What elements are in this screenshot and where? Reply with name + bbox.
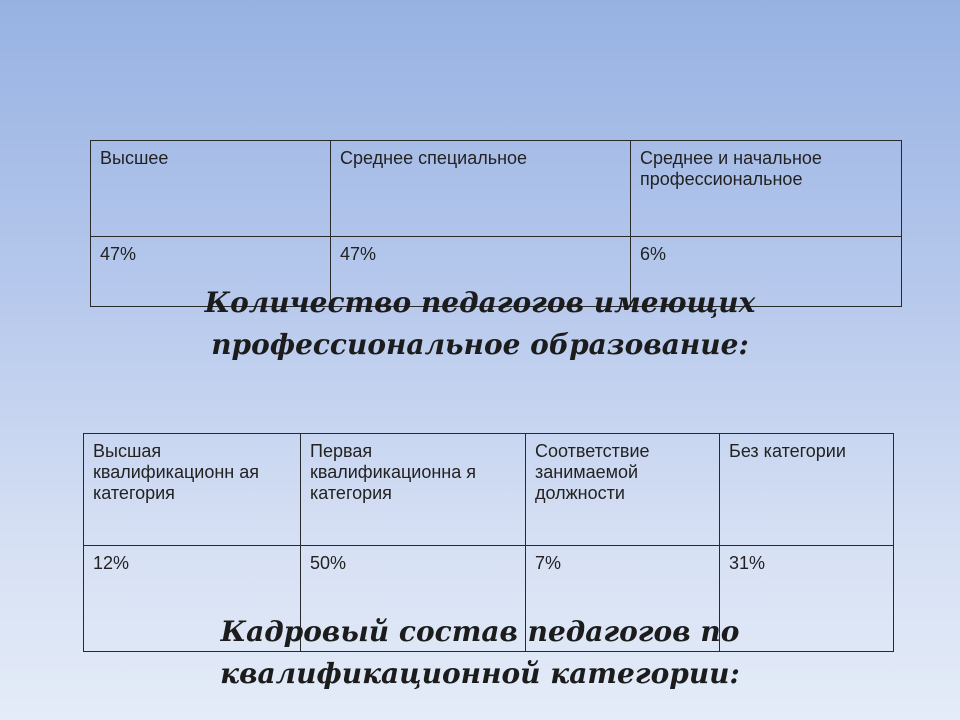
qualification-caption: Кадровый состав педагогов по квалификаци… (0, 611, 960, 695)
caption-line: квалификационной категории: (220, 657, 740, 690)
table-cell: 6% (630, 236, 902, 307)
table-cell: 12% (83, 545, 301, 652)
table-cell: 31% (719, 545, 894, 652)
table-header-cell: Среднее специальное (330, 140, 631, 237)
table-cell: 47% (90, 236, 331, 307)
education-caption: Количество педагогов имеющих профессиона… (0, 282, 960, 366)
table-cell: 50% (300, 545, 526, 652)
table-header-cell: Среднее и начальное профессиональное (630, 140, 902, 237)
table-header-cell: Соответствие занимаемой должности (525, 433, 720, 546)
education-table: Высшее Среднее специальное Среднее и нач… (90, 140, 902, 307)
table-cell: 47% (330, 236, 631, 307)
table-header-cell: Высшее (90, 140, 331, 237)
table-header-cell: Высшая квалификационн ая категория (83, 433, 301, 546)
caption-line: профессиональное образование: (211, 328, 749, 361)
table-header-cell: Без категории (719, 433, 894, 546)
qualification-table: Высшая квалификационн ая категория Перва… (83, 433, 894, 652)
caption-line: Кадровый состав педагогов по (220, 615, 740, 648)
table-row: Высшая квалификационн ая категория Перва… (83, 433, 894, 546)
table-row: Высшее Среднее специальное Среднее и нач… (90, 140, 902, 237)
caption-line: Количество педагогов имеющих (204, 286, 756, 319)
table-row: 47% 47% 6% (90, 236, 902, 307)
table-row: 12% 50% 7% 31% (83, 545, 894, 652)
table-header-cell: Первая квалификационна я категория (300, 433, 526, 546)
